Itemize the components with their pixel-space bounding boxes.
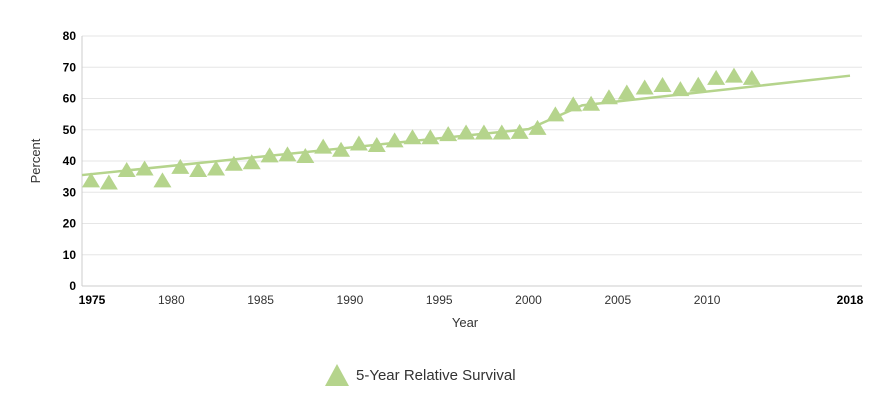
data-point[interactable] <box>689 76 708 92</box>
data-point[interactable] <box>367 137 386 152</box>
data-point[interactable] <box>599 89 618 105</box>
data-point[interactable] <box>724 67 743 83</box>
gridlines <box>82 35 862 256</box>
x-tick-label: 2000 <box>515 293 542 307</box>
data-point[interactable] <box>707 69 726 85</box>
data-point[interactable] <box>207 160 226 176</box>
data-point[interactable] <box>564 96 583 112</box>
data-point[interactable] <box>332 141 351 157</box>
x-tick-label: 1990 <box>337 293 364 307</box>
x-tick-label: 2005 <box>604 293 631 307</box>
data-point[interactable] <box>457 124 476 140</box>
data-point[interactable] <box>546 106 565 122</box>
x-tick-label: 1985 <box>247 293 274 307</box>
x-tick-label: 1980 <box>158 293 185 307</box>
data-point[interactable] <box>385 132 404 148</box>
data-point[interactable] <box>492 124 511 140</box>
data-point[interactable] <box>421 129 440 145</box>
x-tick-label: 1975 <box>79 293 106 307</box>
data-point[interactable] <box>635 79 654 95</box>
data-point[interactable] <box>278 146 297 162</box>
y-tick-label: 0 <box>69 279 76 293</box>
legend-label: 5-Year Relative Survival <box>356 366 516 384</box>
data-point[interactable] <box>582 95 601 111</box>
x-axis-title: Year <box>452 315 479 330</box>
x-tick-label: 2010 <box>694 293 721 307</box>
data-point[interactable] <box>224 155 243 171</box>
legend-triangle-icon <box>325 364 349 386</box>
data-point[interactable] <box>742 69 761 85</box>
data-point[interactable] <box>99 174 118 190</box>
data-point[interactable] <box>242 154 261 170</box>
legend[interactable]: 5-Year Relative Survival <box>324 361 516 389</box>
y-tick-label: 70 <box>63 60 77 74</box>
data-point[interactable] <box>135 160 154 176</box>
data-point[interactable] <box>510 123 529 139</box>
axes <box>81 36 862 287</box>
data-point[interactable] <box>117 162 136 177</box>
y-tick-label: 80 <box>63 29 77 43</box>
data-point[interactable] <box>314 138 333 154</box>
y-tick-label: 40 <box>63 154 77 168</box>
y-tick-label: 10 <box>63 248 77 262</box>
y-tick-label: 30 <box>63 185 77 199</box>
data-point[interactable] <box>671 81 690 97</box>
y-tick-labels: 0 10 20 30 40 50 60 70 80 <box>63 29 77 293</box>
x-tick-label: 1995 <box>426 293 453 307</box>
data-point[interactable] <box>528 119 547 135</box>
data-point[interactable] <box>439 126 458 142</box>
y-tick-label: 20 <box>63 217 77 231</box>
data-point[interactable] <box>403 129 422 145</box>
data-point[interactable] <box>82 172 100 188</box>
data-point[interactable] <box>653 77 672 92</box>
data-point[interactable] <box>171 158 190 174</box>
data-point[interactable] <box>189 162 208 177</box>
data-point[interactable] <box>296 147 315 163</box>
data-point[interactable] <box>617 84 636 100</box>
y-tick-label: 50 <box>63 123 77 137</box>
data-point[interactable] <box>260 147 279 163</box>
data-points <box>82 67 761 190</box>
x-tick-labels: 1975 1980 1985 1990 1995 2000 2005 2010 2018 <box>79 293 864 307</box>
data-point[interactable] <box>474 124 493 140</box>
y-tick-label: 60 <box>63 92 77 106</box>
y-axis-title: Percent <box>28 138 43 183</box>
data-point[interactable] <box>153 172 172 188</box>
data-point[interactable] <box>349 135 368 151</box>
x-tick-label: 2018 <box>837 293 864 307</box>
